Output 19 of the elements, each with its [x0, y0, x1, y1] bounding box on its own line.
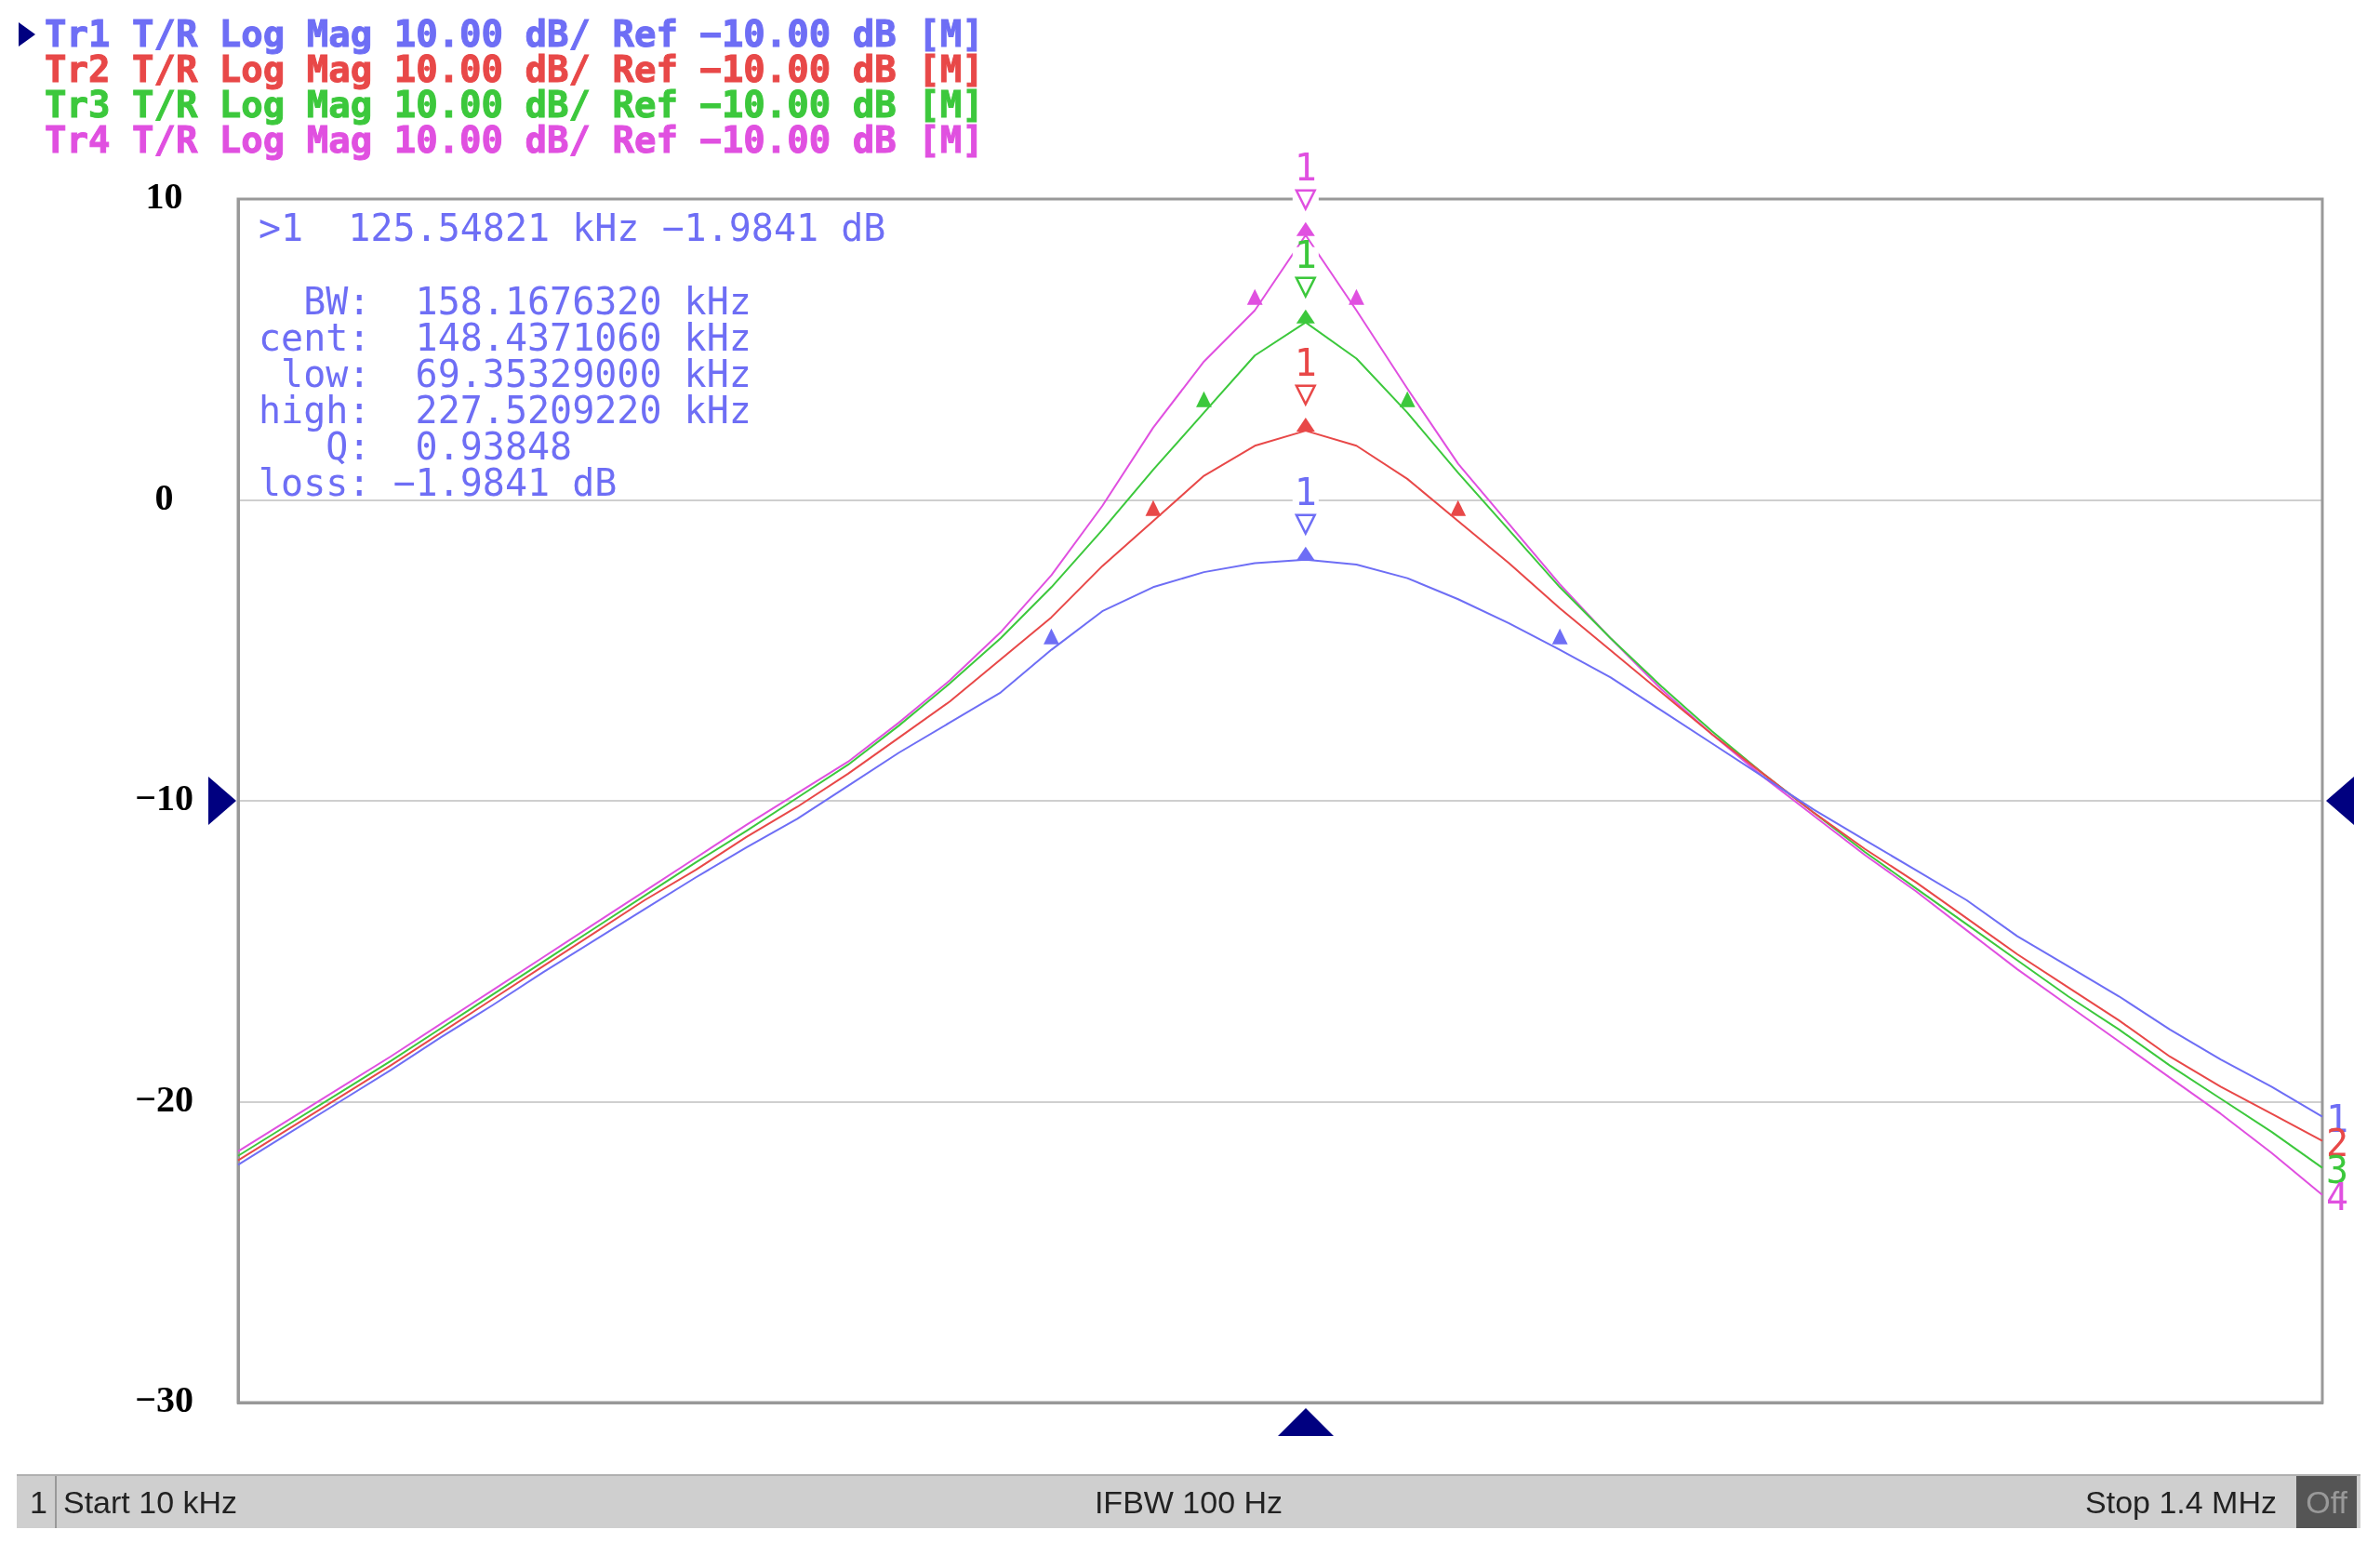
- annotation: ▲: [1349, 284, 1365, 308]
- text: Off: [2296, 1476, 2357, 1528]
- annotation: ▲: [1196, 386, 1213, 410]
- text: 1: [22, 1476, 57, 1528]
- y-tick-label: 10: [145, 175, 183, 218]
- y-tick-label: −10: [135, 777, 193, 819]
- text: IFBW 100 Hz: [1094, 1483, 1283, 1522]
- annotation: ▲: [1246, 284, 1263, 308]
- annotation: ▲: [1551, 623, 1568, 647]
- annotation: ▲: [1044, 623, 1060, 647]
- annotation: ▲: [1399, 386, 1416, 410]
- annotation: ▲: [1450, 494, 1467, 518]
- y-tick-label: 0: [154, 475, 174, 518]
- annotation: >1 125.54821 kHz −1.9841 dB: [259, 206, 886, 249]
- text: Stop 1.4 MHz: [2085, 1483, 2277, 1522]
- text: Start 10 kHz: [63, 1483, 238, 1522]
- y-tick-label: −30: [135, 1378, 193, 1421]
- annotation: ▲: [1145, 494, 1162, 518]
- y-tick-label: −20: [135, 1077, 193, 1120]
